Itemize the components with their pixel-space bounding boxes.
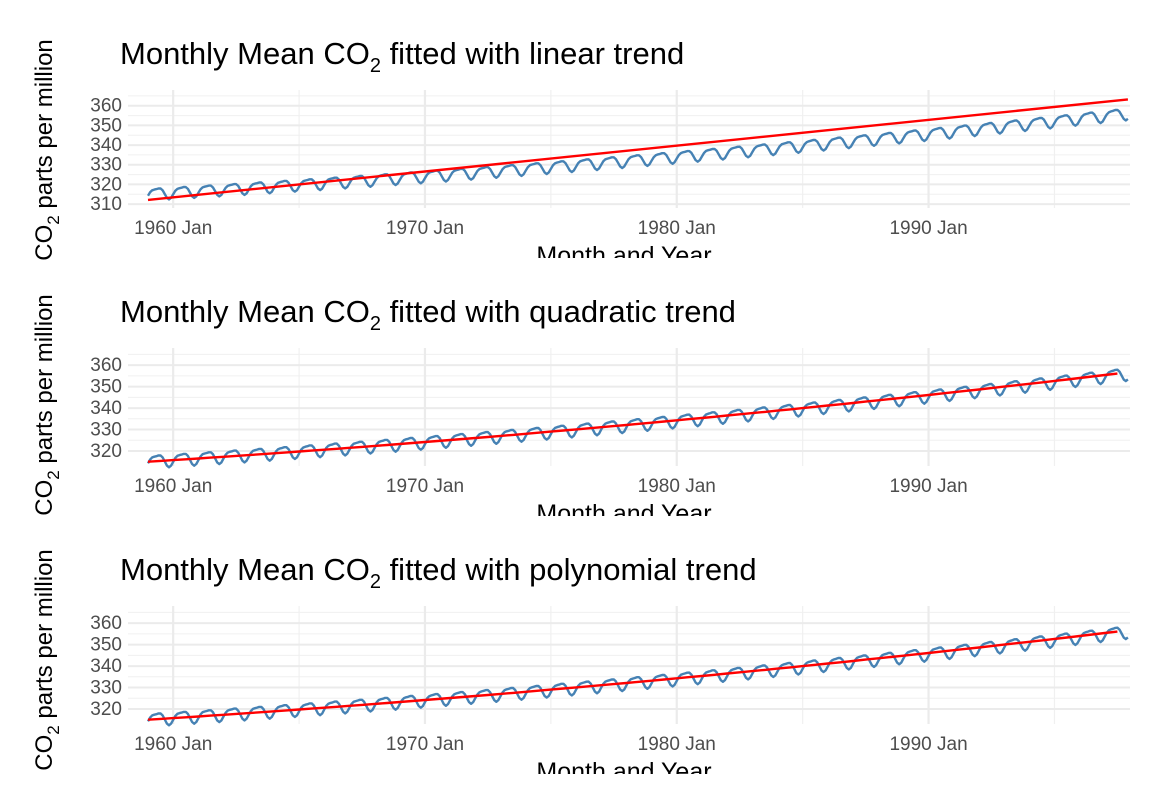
chart-panel-polynomial: Monthly Mean CO2 fitted with polynomial … <box>0 516 1156 774</box>
y-tick-label: 330 <box>90 155 122 176</box>
chart-svg-quadratic: Monthly Mean CO2 fitted with quadratic t… <box>90 294 1130 516</box>
y-tick-label: 330 <box>90 420 122 441</box>
y-axis-label: CO2 parts per million <box>31 549 60 771</box>
y-tick-label: 320 <box>90 699 122 720</box>
y-tick-label: 360 <box>90 355 122 376</box>
x-tick-label: 1970 Jan <box>386 476 464 497</box>
x-tick-label: 1990 Jan <box>889 734 967 755</box>
fitted-trend-line <box>147 372 1118 463</box>
x-tick-label: 1960 Jan <box>134 476 212 497</box>
x-tick-label: 1980 Jan <box>638 734 716 755</box>
observed-series-line <box>146 626 1129 727</box>
chart-panel-quadratic: Monthly Mean CO2 fitted with quadratic t… <box>0 258 1156 516</box>
y-tick-label: 320 <box>90 441 122 462</box>
chart-svg-linear: Monthly Mean CO2 fitted with linear tren… <box>90 36 1130 258</box>
chart-svg-polynomial: Monthly Mean CO2 fitted with polynomial … <box>90 552 1130 774</box>
observed-series-line <box>146 108 1129 201</box>
y-tick-label: 320 <box>90 174 122 195</box>
y-tick-label: 350 <box>90 115 122 136</box>
chart-title: Monthly Mean CO2 fitted with quadratic t… <box>120 294 736 335</box>
x-axis-label: Month and Year <box>536 758 711 774</box>
y-tick-label: 350 <box>90 377 122 398</box>
x-tick-label: 1990 Jan <box>889 476 967 497</box>
x-tick-label: 1970 Jan <box>386 218 464 239</box>
y-tick-label: 310 <box>90 194 122 215</box>
fitted-trend-line <box>147 98 1129 202</box>
y-tick-label: 350 <box>90 635 122 656</box>
y-tick-label: 330 <box>90 678 122 699</box>
x-tick-label: 1960 Jan <box>134 734 212 755</box>
chart-title: Monthly Mean CO2 fitted with polynomial … <box>120 552 757 593</box>
y-tick-label: 340 <box>90 398 122 419</box>
x-tick-label: 1980 Jan <box>638 476 716 497</box>
y-axis-labels: CO2 parts per million CO2 parts per milli… <box>31 39 60 771</box>
observed-series-line <box>146 368 1129 469</box>
y-tick-label: 340 <box>90 135 122 156</box>
x-tick-label: 1970 Jan <box>386 734 464 755</box>
x-axis-label: Month and Year <box>536 500 711 516</box>
chart-panel-linear: Monthly Mean CO2 fitted with linear tren… <box>0 0 1156 258</box>
x-axis-label: Month and Year <box>536 242 711 258</box>
y-tick-label: 360 <box>90 613 122 634</box>
fitted-trend-line <box>147 630 1118 721</box>
x-tick-label: 1980 Jan <box>638 218 716 239</box>
y-tick-label: 340 <box>90 656 122 677</box>
x-tick-label: 1990 Jan <box>889 218 967 239</box>
y-tick-label: 360 <box>90 96 122 117</box>
chart-title: Monthly Mean CO2 fitted with linear tren… <box>120 36 684 77</box>
x-tick-label: 1960 Jan <box>134 218 212 239</box>
y-axis-label: CO2 parts per million <box>31 39 60 261</box>
y-axis-label: CO2 parts per million <box>31 294 60 516</box>
